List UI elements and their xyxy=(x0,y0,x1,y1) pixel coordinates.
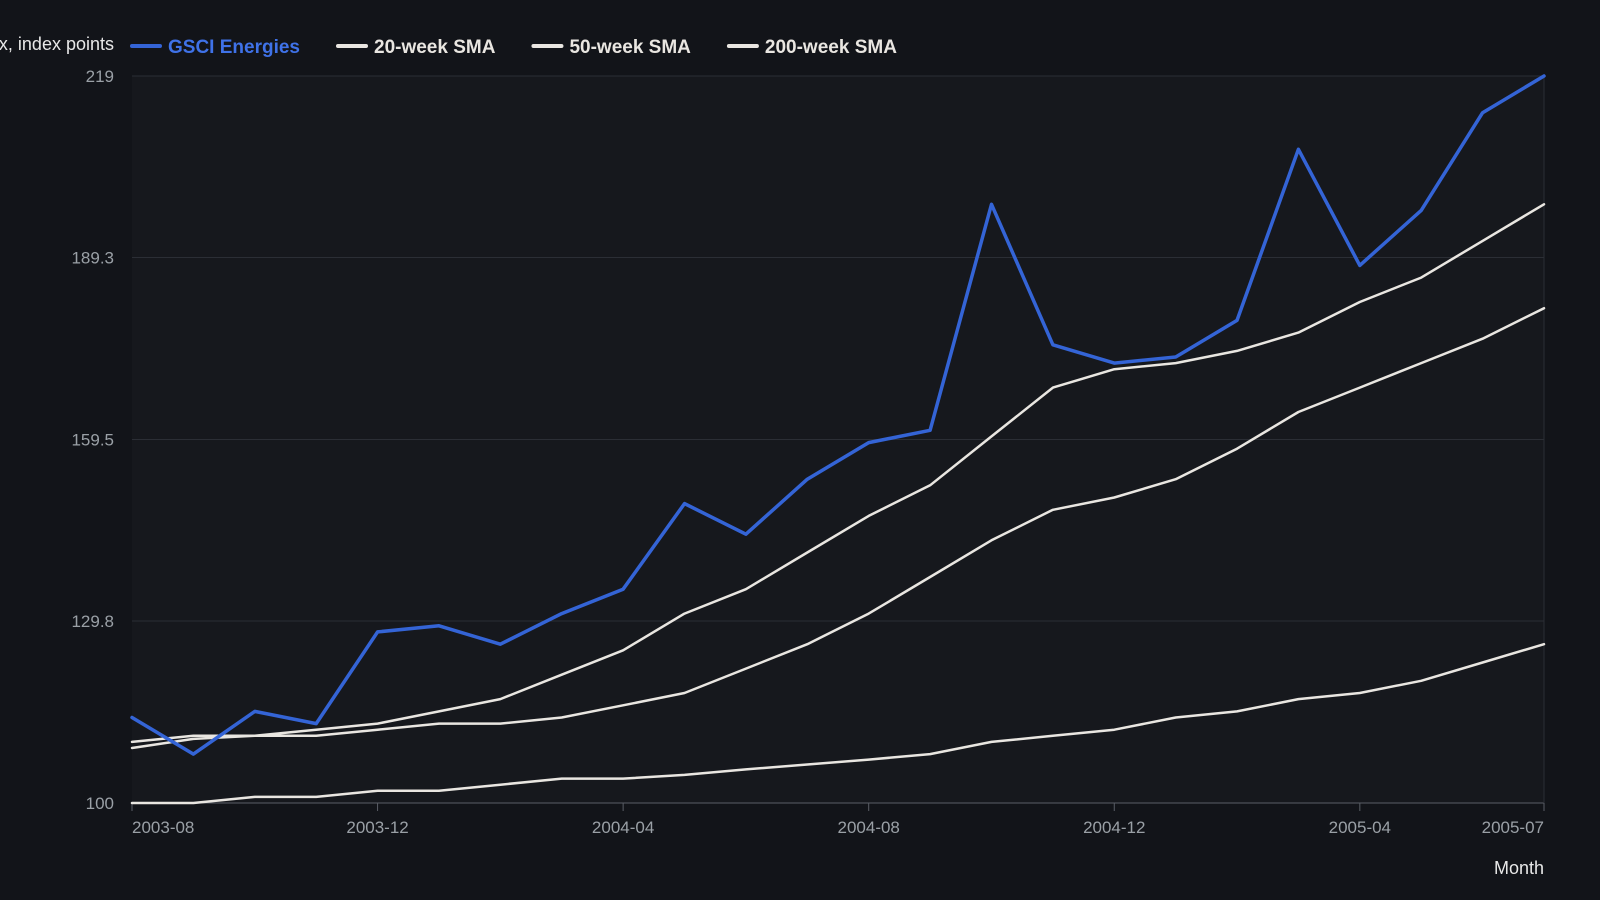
y-tick-label: 219 xyxy=(86,67,114,86)
y-axis-unit-label: Index, index points xyxy=(0,34,114,54)
y-axis-ticks: 100 129.8 159.5 189.3 219 xyxy=(71,67,114,813)
y-tick-label: 159.5 xyxy=(71,431,114,450)
series-line-gsci-energies xyxy=(130,74,1546,756)
x-tick-label: 2005-07 xyxy=(1482,818,1544,837)
legend-item-20-week-sma[interactable]: 20-week SMA xyxy=(336,37,496,58)
y-tick-label: 189.3 xyxy=(71,248,114,267)
x-tick-label: 2004-12 xyxy=(1083,818,1145,837)
legend-label: GSCI Energies xyxy=(168,37,300,58)
x-tick-label: 2003-08 xyxy=(132,818,194,837)
legend-label: 20-week SMA xyxy=(374,37,496,58)
x-tick-label: 2004-04 xyxy=(592,818,654,837)
x-tick-label: 2004-08 xyxy=(838,818,900,837)
y-tick-label: 129.8 xyxy=(71,612,114,631)
legend-label: 200-week SMA xyxy=(765,37,897,58)
series-line-200-week-sma xyxy=(130,642,1546,805)
grid-lines xyxy=(132,75,1545,804)
legend-item-50-week-sma[interactable]: 50-week SMA xyxy=(531,37,691,58)
series-line-50-week-sma xyxy=(130,306,1546,750)
x-axis-title: Month xyxy=(1494,858,1544,878)
series-line-20-week-sma xyxy=(130,203,1546,744)
x-tick-label: 2003-12 xyxy=(346,818,408,837)
y-tick-label: 100 xyxy=(86,794,114,813)
x-axis-ticks: 2003-08 2003-12 2004-04 2004-08 2004-12 2005-… xyxy=(131,803,1545,837)
legend-item-gsci-energies[interactable]: GSCI Energies xyxy=(130,37,300,58)
x-tick-label: 2005-04 xyxy=(1329,818,1391,837)
legend-item-200-week-sma[interactable]: 200-week SMA xyxy=(726,37,897,58)
legend: GSCI Energies 20-week SMA 50-week SMA 200-w… xyxy=(130,37,897,58)
legend-label: 50-week SMA xyxy=(569,37,691,58)
series-lines xyxy=(130,74,1546,805)
